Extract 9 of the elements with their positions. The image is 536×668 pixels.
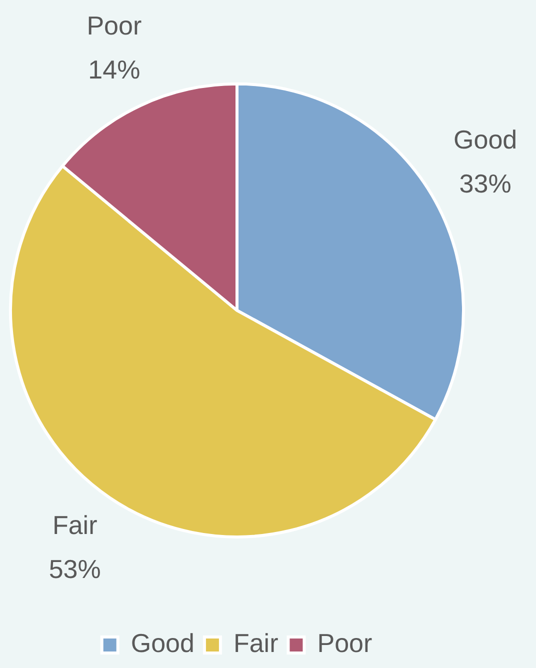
slice-label: Poor: [86, 10, 142, 41]
slice-label: Good: [454, 124, 518, 155]
data-label: 33%: [459, 168, 512, 199]
slice-label: Fair: [52, 510, 98, 540]
data-label: 14%: [88, 54, 140, 85]
legend-label: Fair: [233, 628, 279, 658]
legend-label: Good: [130, 628, 194, 658]
legend-label: Poor: [317, 628, 372, 658]
data-label: 53%: [48, 554, 101, 584]
